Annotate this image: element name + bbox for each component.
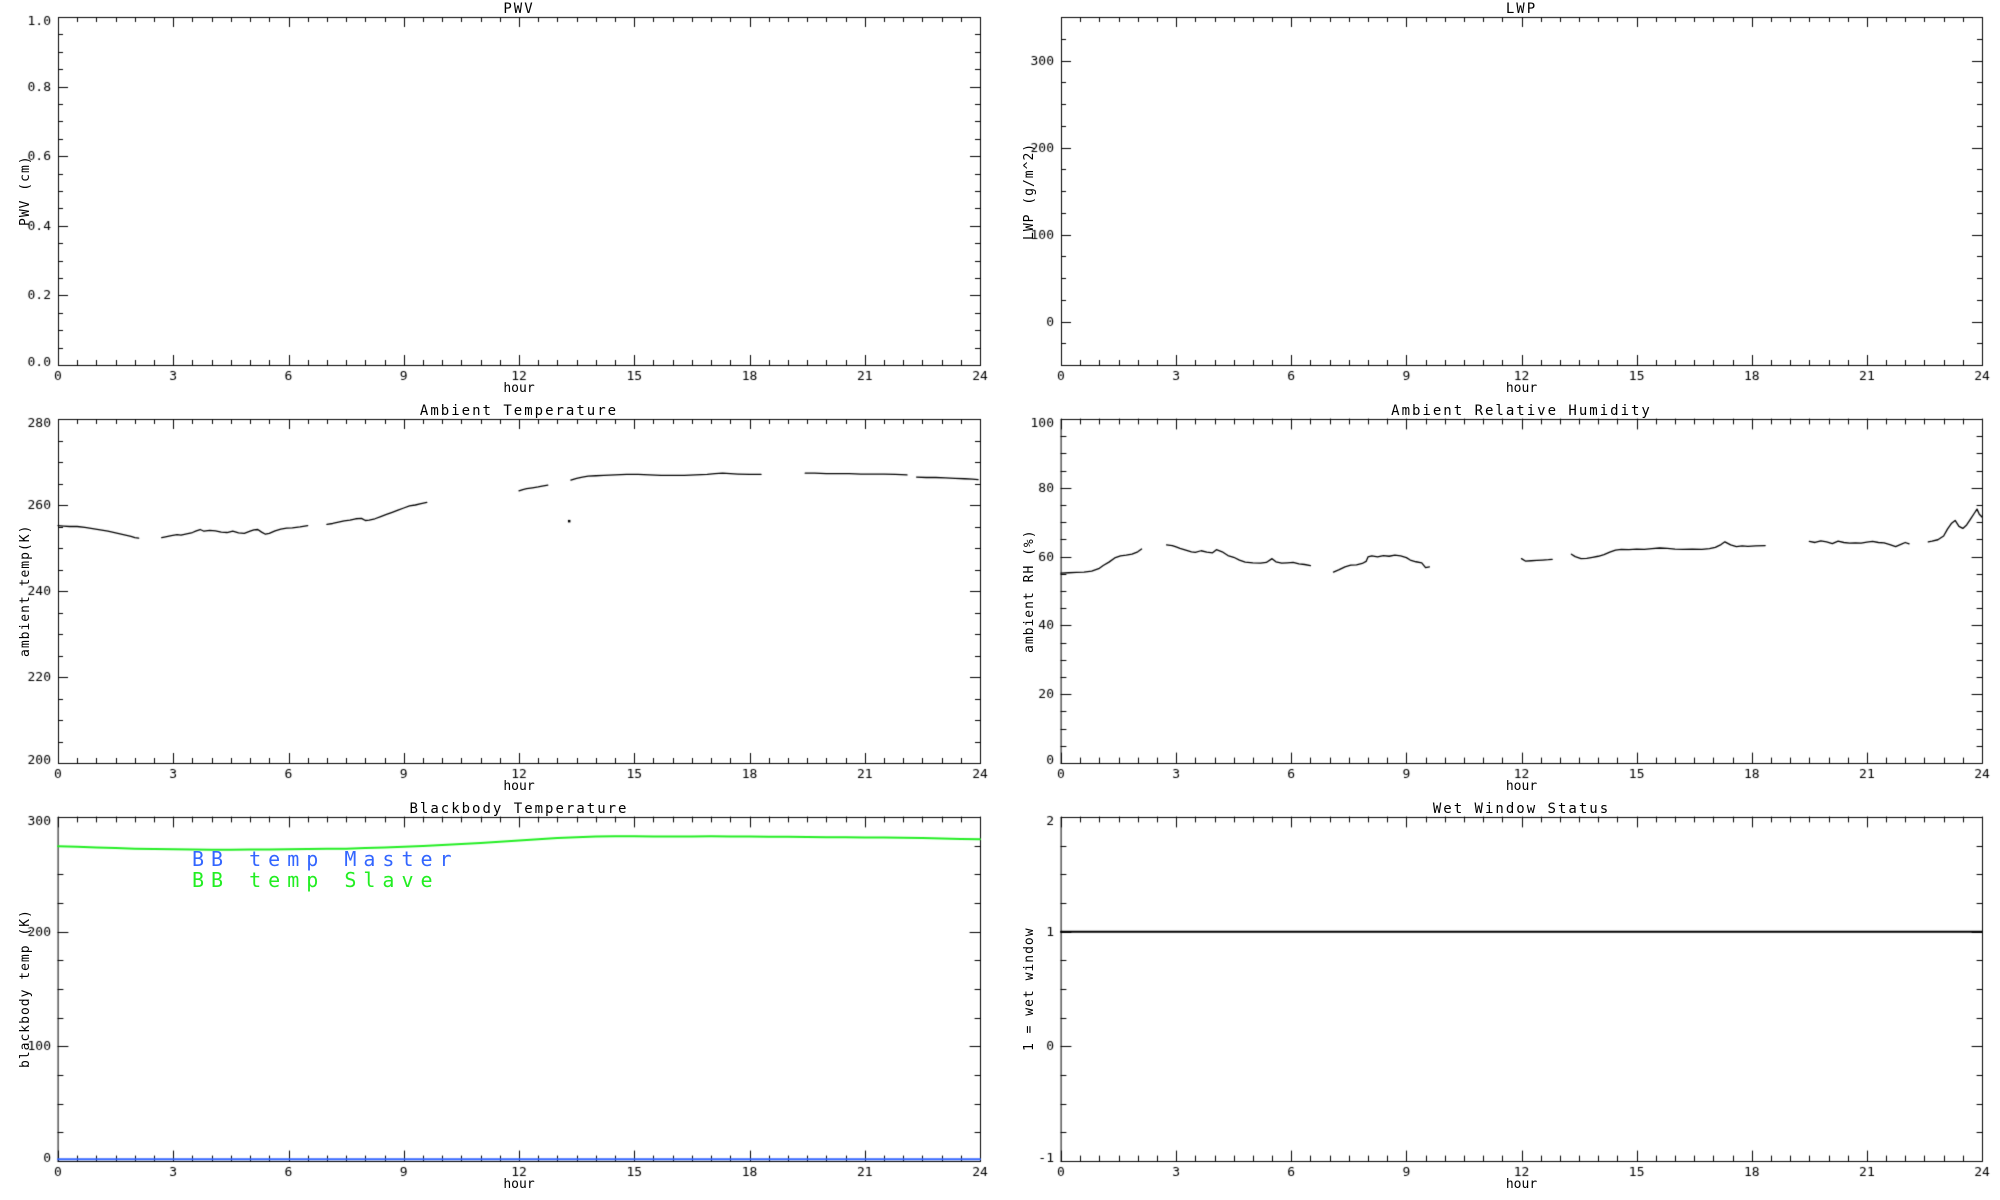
- lwp-x-axis-label: hour: [1505, 381, 1538, 396]
- lwp-y-axis-label: LWP (g/m^2): [1022, 142, 1037, 240]
- blackbody-temp-x-axis-label: hour: [503, 1177, 535, 1192]
- blackbody-temp-y-axis-label: blackbody temp (K): [18, 909, 33, 1069]
- blackbody-legend: BB temp Master BB temp Slave: [192, 849, 459, 891]
- pwv-title: PWV: [503, 1, 535, 17]
- wet-window-status-title: Wet Window Status: [1432, 801, 1611, 817]
- pwv-y-axis-label: PWV (cm): [18, 155, 33, 227]
- ambient-rh-x-axis-label: hour: [1505, 779, 1538, 794]
- pwv-x-axis-label: hour: [503, 381, 535, 396]
- ambient-temp-x-axis-label: hour: [503, 779, 535, 794]
- lwp-title: LWP: [1505, 1, 1538, 17]
- legend-item-bb-temp-master: BB temp Master: [192, 847, 459, 871]
- ambient-temp-y-axis-label: ambient temp(K): [18, 524, 33, 658]
- wet-window-x-axis-label: hour: [1505, 1177, 1538, 1192]
- legend-item-bb-temp-slave: BB temp Slave: [192, 868, 440, 892]
- ambient-temperature-title: Ambient Temperature: [419, 403, 619, 419]
- ambient-rh-y-axis-label: ambient RH (%): [1022, 529, 1037, 653]
- wet-window-y-axis-label: 1 = wet window: [1022, 927, 1037, 1051]
- ambient-relative-humidity-title: Ambient Relative Humidity: [1391, 403, 1652, 419]
- blackbody-temperature-title: Blackbody Temperature: [409, 801, 629, 817]
